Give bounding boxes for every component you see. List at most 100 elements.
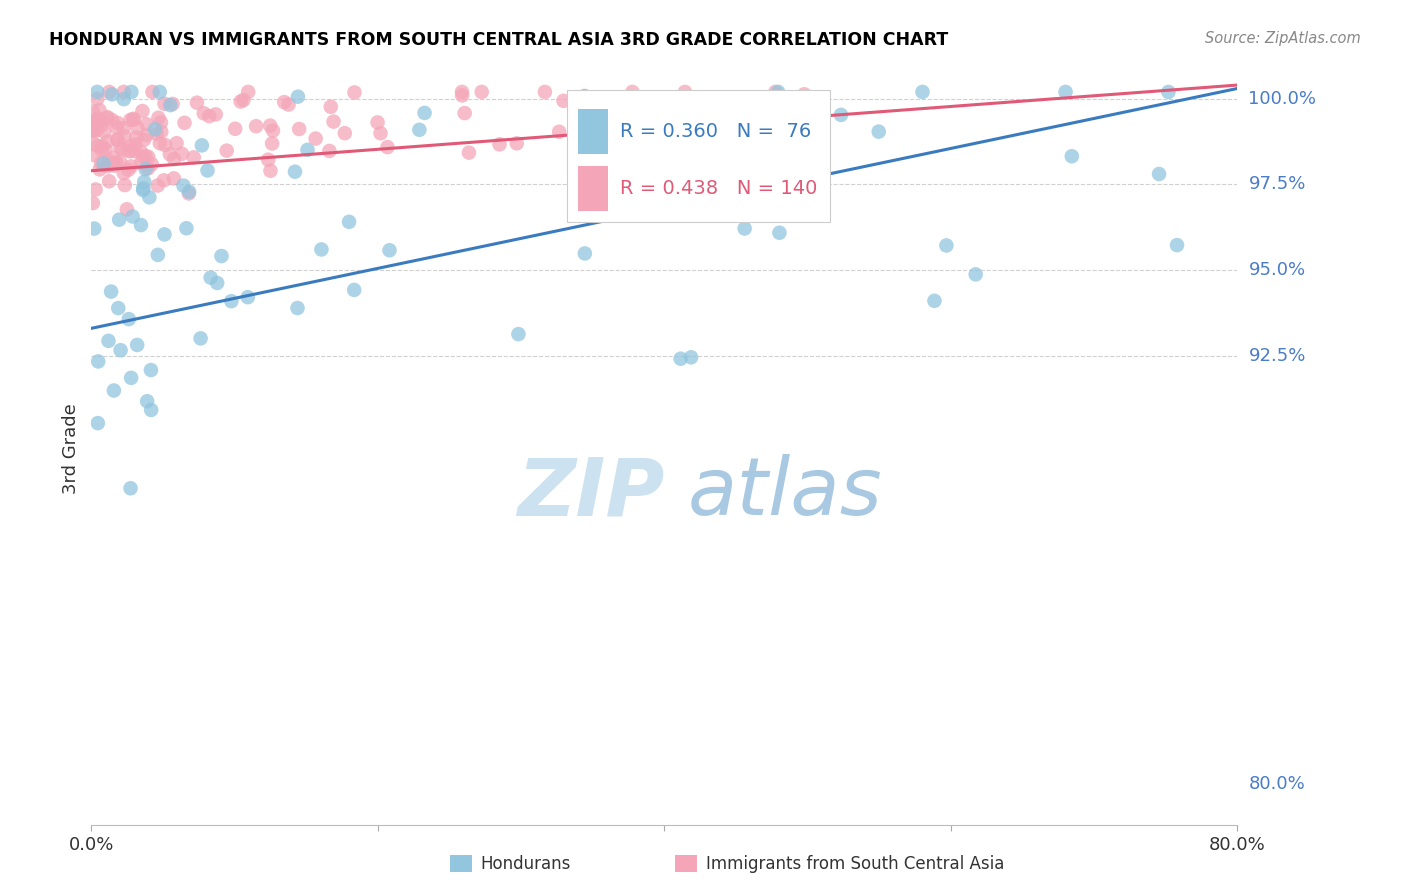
Point	[82, 123, 104, 137]
Point	[673, 85, 696, 99]
Point	[132, 133, 155, 147]
Point	[172, 178, 194, 193]
Point	[120, 112, 142, 127]
Point	[273, 95, 295, 109]
Point	[150, 125, 173, 139]
Point	[297, 143, 319, 157]
Point	[232, 93, 254, 107]
Point	[86, 85, 108, 99]
Point	[262, 136, 284, 151]
Point	[413, 106, 436, 120]
Text: atlas: atlas	[688, 454, 882, 533]
Point	[86, 92, 108, 106]
Point	[120, 145, 142, 159]
Point	[141, 85, 163, 99]
Point	[132, 183, 155, 197]
Point	[177, 186, 200, 201]
Point	[108, 154, 131, 169]
Point	[621, 85, 644, 99]
Point	[153, 96, 176, 111]
Point	[793, 87, 815, 102]
Point	[117, 162, 139, 177]
Point	[135, 162, 157, 177]
Point	[146, 178, 169, 193]
Point	[159, 98, 181, 112]
Point	[343, 86, 366, 100]
Point	[96, 159, 118, 173]
Point	[236, 85, 259, 99]
Point	[107, 116, 129, 130]
Text: HONDURAN VS IMMIGRANTS FROM SOUTH CENTRAL ASIA 3RD GRADE CORRELATION CHART: HONDURAN VS IMMIGRANTS FROM SOUTH CENTRA…	[49, 31, 949, 49]
Point	[98, 174, 121, 188]
Point	[322, 114, 344, 128]
Point	[82, 104, 104, 119]
Point	[146, 248, 169, 262]
Text: Hondurans: Hondurans	[481, 855, 571, 873]
Point	[911, 85, 934, 99]
Point	[115, 202, 138, 217]
Point	[257, 153, 280, 167]
Point	[112, 92, 135, 106]
Point	[135, 128, 157, 142]
Point	[200, 270, 222, 285]
Point	[87, 416, 110, 430]
Point	[159, 147, 181, 161]
Point	[82, 196, 104, 211]
Point	[713, 190, 735, 204]
Point	[553, 94, 575, 108]
Text: 100.0%: 100.0%	[1249, 90, 1316, 108]
Point	[136, 394, 159, 409]
Point	[965, 268, 987, 282]
Point	[153, 138, 176, 153]
Point	[343, 283, 366, 297]
Point	[148, 111, 170, 125]
Point	[101, 87, 124, 102]
Point	[124, 144, 146, 158]
Point	[624, 130, 647, 145]
Point	[176, 221, 198, 235]
Point	[1060, 149, 1083, 163]
Point	[90, 156, 112, 170]
Point	[96, 112, 118, 126]
Point	[935, 238, 957, 252]
Point	[166, 136, 188, 151]
Point	[120, 85, 142, 99]
Point	[94, 143, 117, 157]
Point	[108, 140, 131, 154]
Point	[287, 301, 309, 315]
Point	[506, 136, 529, 151]
Point	[288, 122, 311, 136]
Point	[121, 210, 143, 224]
Point	[1147, 167, 1170, 181]
Point	[87, 112, 110, 126]
FancyBboxPatch shape	[578, 166, 609, 211]
Point	[120, 481, 142, 495]
Point	[377, 140, 399, 154]
Text: Immigrants from South Central Asia: Immigrants from South Central Asia	[706, 855, 1004, 873]
Point	[337, 215, 360, 229]
Point	[205, 276, 228, 290]
Point	[83, 148, 105, 162]
Point	[197, 163, 219, 178]
Point	[574, 246, 596, 260]
Point	[734, 221, 756, 235]
Point	[170, 146, 193, 161]
Text: 80.0%: 80.0%	[1249, 775, 1305, 793]
Point	[508, 327, 530, 342]
Text: R = 0.360   N =  76: R = 0.360 N = 76	[620, 122, 811, 141]
FancyBboxPatch shape	[567, 90, 831, 222]
Point	[96, 110, 118, 124]
Point	[190, 331, 212, 345]
Point	[122, 112, 145, 127]
Point	[304, 131, 326, 145]
Point	[82, 120, 104, 134]
Point	[643, 100, 665, 114]
Point	[105, 155, 128, 169]
Point	[127, 120, 149, 135]
Point	[83, 221, 105, 235]
Point	[105, 132, 128, 146]
Point	[681, 351, 703, 365]
Point	[367, 115, 389, 129]
Point	[125, 130, 148, 145]
Point	[132, 181, 155, 195]
